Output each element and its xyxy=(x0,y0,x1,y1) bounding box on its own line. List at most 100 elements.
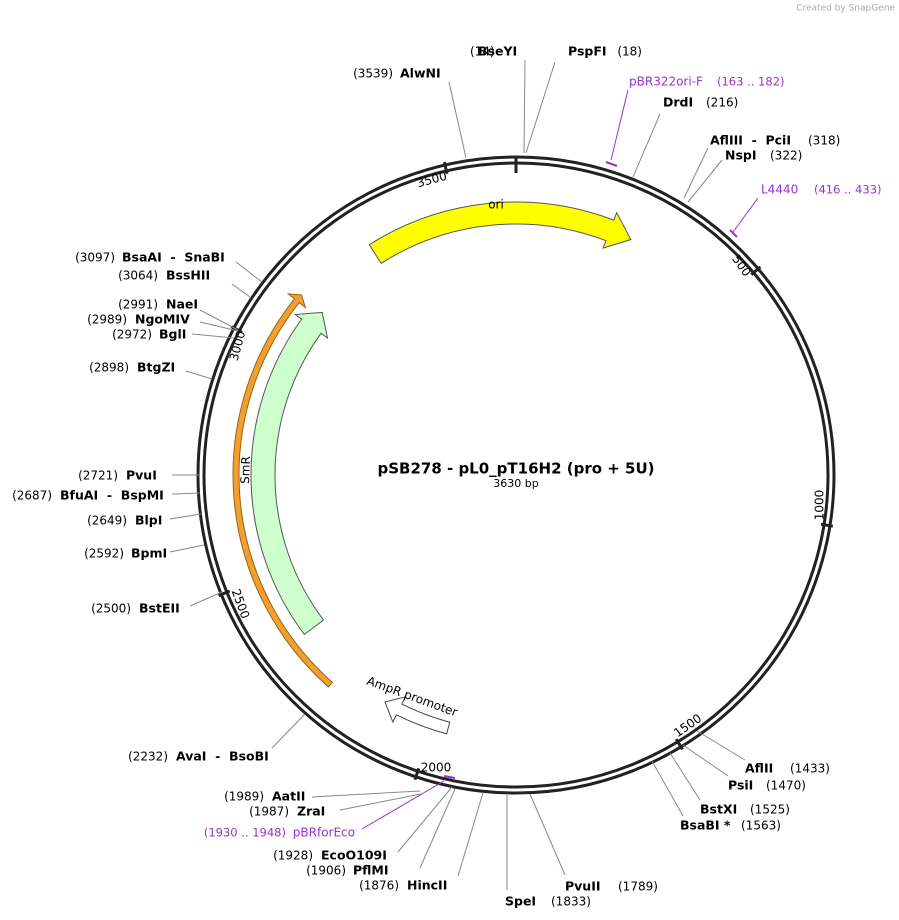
site-name: BsaAI - SnaBI xyxy=(122,250,225,265)
site-position: (1563) xyxy=(741,819,781,833)
feature-ampr xyxy=(384,696,451,735)
site-leader xyxy=(199,309,239,331)
site-leader xyxy=(448,81,467,159)
site-name: DrdI xyxy=(663,95,693,110)
site-position: (2898) xyxy=(89,361,129,375)
site-position: (2972) xyxy=(112,328,152,342)
primer-mark xyxy=(729,229,738,238)
site-name: PvuII xyxy=(565,879,601,894)
site-leader xyxy=(189,591,223,607)
site-position: (1470) xyxy=(766,779,806,793)
site-leader xyxy=(169,544,205,553)
site-name: NgoMIV xyxy=(135,312,190,327)
site-position: (3064) xyxy=(118,269,158,283)
site-position: (1906) xyxy=(306,864,346,878)
site-position: (1928) xyxy=(273,849,313,863)
site-leader xyxy=(651,760,684,817)
scale-tick xyxy=(674,738,684,751)
site-leader xyxy=(523,59,526,154)
scale-tick xyxy=(442,161,449,175)
site-position: (18) xyxy=(617,45,642,59)
site-leader xyxy=(669,752,701,801)
site-name: BssHII xyxy=(166,268,210,283)
site-position: (1789) xyxy=(618,880,658,894)
primer-mark xyxy=(443,775,456,779)
site-position: (3097) xyxy=(75,251,115,265)
feature-label: ori xyxy=(488,198,504,212)
site-leader xyxy=(199,321,239,332)
site-name: EcoO109I xyxy=(321,848,387,863)
site-name: AvaI - BsoBI xyxy=(176,749,269,764)
site-leader xyxy=(632,113,661,178)
site-leader xyxy=(457,792,484,877)
scale-label: 2000 xyxy=(421,761,452,775)
feature-ori xyxy=(368,201,632,264)
site-position: (318) xyxy=(808,134,840,148)
site-position: (2500) xyxy=(91,602,131,616)
scale-tick xyxy=(413,767,421,781)
scale-label: 1000 xyxy=(813,490,827,521)
site-leader xyxy=(169,513,202,520)
site-position: (2592) xyxy=(84,547,124,561)
feature-orange xyxy=(232,293,334,688)
map-length: 3630 bp xyxy=(493,477,538,490)
primer-range: (1930 .. 1948) xyxy=(204,826,286,840)
primer-name: pBRforEco xyxy=(293,826,355,840)
site-name: AlwNI xyxy=(400,66,441,81)
primer-mark xyxy=(605,161,618,167)
primer-leader xyxy=(610,89,629,161)
site-position: (1876) xyxy=(359,879,399,893)
site-position: (322) xyxy=(770,149,802,163)
site-name: BstXI xyxy=(700,802,737,817)
site-leader xyxy=(191,333,235,339)
site-name: BlpI xyxy=(135,513,162,528)
site-name: BfuAI - BspMI xyxy=(60,488,164,503)
site-position: (2989) xyxy=(87,313,127,327)
site-leader xyxy=(683,147,709,199)
site-name: AatII xyxy=(272,789,305,804)
site-name: PvuI xyxy=(126,468,157,483)
site-position: (216) xyxy=(706,96,738,110)
site-name: PflMI xyxy=(353,863,389,878)
primer-name: pBR322ori-F xyxy=(629,75,703,89)
site-name: HincII xyxy=(407,878,447,893)
site-leader xyxy=(397,786,453,853)
feature-smr xyxy=(250,311,329,636)
site-name: SpeI xyxy=(505,894,536,909)
site-name: PsiI xyxy=(728,778,753,793)
site-position: (1989) xyxy=(224,790,264,804)
site-name: BsaBI * xyxy=(680,818,731,833)
site-name: NspI xyxy=(725,148,757,163)
site-name: AflIII - PciI xyxy=(710,133,791,148)
site-leader xyxy=(311,790,421,798)
site-name: BstEII xyxy=(139,601,180,616)
scale-label: 500 xyxy=(729,252,754,279)
site-leader xyxy=(235,261,263,283)
primer-range: (416 .. 433) xyxy=(814,183,882,197)
site-position: (1433) xyxy=(790,762,830,776)
primer-leader xyxy=(361,780,445,830)
site-leader xyxy=(171,492,201,495)
site-name: BpmI xyxy=(131,546,167,561)
site-name: BseYI xyxy=(478,44,517,59)
site-leader xyxy=(696,730,746,761)
site-name: NaeI xyxy=(166,297,198,312)
site-name: PspFI xyxy=(568,44,607,59)
site-position: (2649) xyxy=(87,514,127,528)
primer-name: L4440 xyxy=(761,183,798,197)
site-name: BglI xyxy=(159,327,186,342)
site-leader xyxy=(339,793,422,811)
site-position: (3539) xyxy=(353,67,393,81)
primer-leader xyxy=(732,197,759,233)
site-position: (1987) xyxy=(249,805,289,819)
site-position: (1525) xyxy=(750,803,790,817)
site-name: BtgZI xyxy=(137,360,175,375)
map-title: pSB278 - pL0_pT16H2 (pro + 5U) xyxy=(377,460,654,478)
site-leader xyxy=(687,159,723,203)
scale-tick xyxy=(820,522,834,528)
credit: Created by SnapGene xyxy=(796,4,895,14)
site-position: (14) xyxy=(470,45,495,59)
site-name: ZraI xyxy=(297,804,325,819)
scale-tick xyxy=(750,265,762,276)
